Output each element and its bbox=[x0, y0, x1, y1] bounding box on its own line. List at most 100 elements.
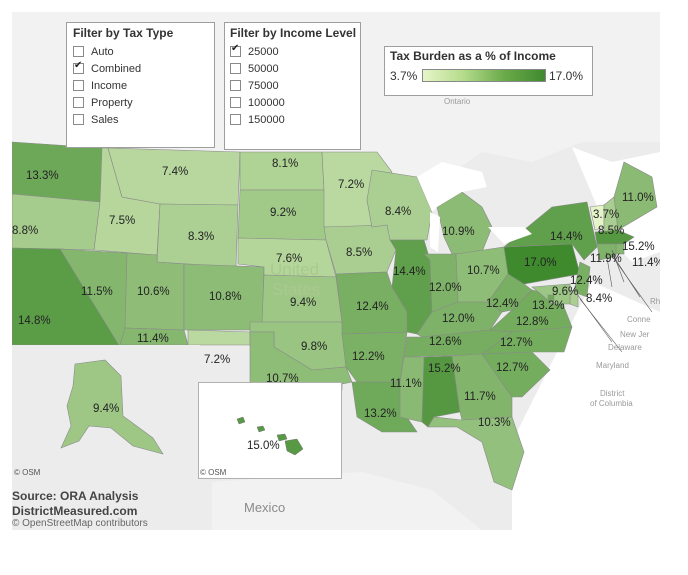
state-or[interactable] bbox=[12, 193, 101, 251]
income-level-checkbox-100000[interactable] bbox=[230, 97, 241, 108]
state-label-oh: 10.7% bbox=[467, 265, 500, 277]
income-level-option-label: 25000 bbox=[248, 45, 279, 58]
legend-max-label: 17.0% bbox=[549, 69, 584, 83]
tax-type-option-income[interactable]: Income bbox=[73, 77, 208, 94]
income-level-checkbox-150000[interactable] bbox=[230, 114, 241, 125]
geo-label-connecticut: Conne bbox=[627, 315, 651, 324]
state-label-la: 13.2% bbox=[364, 408, 397, 420]
hawaii-island-maui[interactable] bbox=[276, 433, 288, 442]
tax-type-option-sales[interactable]: Sales bbox=[73, 111, 208, 128]
income-level-checkbox-50000[interactable] bbox=[230, 63, 241, 74]
state-label-fl: 10.3% bbox=[478, 417, 511, 429]
legend-gradient-bar bbox=[422, 69, 546, 82]
state-label-hi: 15.0% bbox=[247, 440, 280, 452]
income-level-option-25000[interactable]: 25000 bbox=[230, 43, 355, 60]
state-label-il: 14.4% bbox=[393, 266, 426, 278]
income-level-checkbox-75000[interactable] bbox=[230, 80, 241, 91]
geo-label-maryland: Maryland bbox=[596, 361, 629, 370]
geo-label-mexico: Mexico bbox=[244, 500, 285, 515]
state-label-mn: 7.2% bbox=[338, 179, 364, 191]
state-nj[interactable] bbox=[573, 261, 591, 298]
state-me[interactable] bbox=[613, 161, 658, 231]
state-label-mo: 12.4% bbox=[356, 301, 389, 313]
hawaii-island-big[interactable] bbox=[284, 438, 304, 456]
mexico-land bbox=[212, 472, 482, 530]
state-label-de: 8.4% bbox=[586, 293, 612, 305]
state-label-nc: 12.7% bbox=[500, 337, 533, 349]
tax-type-filter: Filter by Tax Type Auto Combined Income Pro… bbox=[66, 22, 215, 148]
state-ct[interactable] bbox=[596, 243, 617, 261]
state-dc[interactable] bbox=[547, 294, 555, 302]
state-label-ak: 9.4% bbox=[93, 403, 119, 415]
tax-type-checkbox-income[interactable] bbox=[73, 80, 84, 91]
state-ms[interactable] bbox=[399, 356, 425, 423]
state-label-ga: 11.7% bbox=[464, 391, 496, 403]
state-label-mt: 7.4% bbox=[162, 166, 188, 178]
state-label-nd: 8.1% bbox=[272, 158, 298, 170]
tax-type-option-label: Combined bbox=[91, 62, 142, 75]
income-level-checkbox-25000[interactable] bbox=[230, 43, 241, 57]
states-layer bbox=[12, 141, 658, 491]
state-label-ma: 15.2% bbox=[622, 241, 655, 253]
color-legend: Tax Burden as a % of Income 3.7% 17.0% bbox=[384, 46, 593, 96]
tax-type-checkbox-property[interactable] bbox=[73, 97, 84, 108]
state-label-wy: 8.3% bbox=[188, 231, 214, 243]
state-label-sd: 9.2% bbox=[270, 207, 296, 219]
tax-type-checkbox-combined[interactable] bbox=[73, 60, 84, 74]
hawaii-island-kauai[interactable] bbox=[236, 416, 246, 425]
state-il[interactable] bbox=[389, 239, 433, 335]
state-label-ny: 14.4% bbox=[550, 231, 583, 243]
state-label-ok: 9.8% bbox=[301, 341, 327, 353]
state-label-nh: 8.5% bbox=[598, 225, 624, 237]
income-level-option-100000[interactable]: 100000 bbox=[230, 94, 355, 111]
tax-type-option-property[interactable]: Property bbox=[73, 94, 208, 111]
tax-type-option-label: Income bbox=[91, 79, 128, 92]
income-level-option-label: 150000 bbox=[248, 113, 285, 126]
ocean-water bbox=[512, 282, 660, 530]
geo-label-new-jersey: New Jer bbox=[620, 330, 650, 339]
state-nm[interactable] bbox=[187, 329, 251, 346]
state-ak[interactable] bbox=[60, 359, 164, 455]
state-label-ca: 14.8% bbox=[18, 315, 51, 327]
geo-label-dc-2: of Columbia bbox=[590, 399, 633, 408]
state-label-ne: 7.6% bbox=[276, 253, 302, 265]
state-label-al: 15.2% bbox=[428, 363, 461, 375]
state-label-mi: 10.9% bbox=[442, 226, 475, 238]
state-label-ia: 8.5% bbox=[346, 247, 372, 259]
state-label-va: 12.8% bbox=[516, 316, 549, 328]
tax-type-option-combined[interactable]: Combined bbox=[73, 60, 208, 77]
state-label-dc: 13.2% bbox=[532, 300, 565, 312]
state-label-or: 8.8% bbox=[12, 225, 38, 237]
alaska-inset[interactable]: 9.4% © OSM bbox=[12, 345, 200, 480]
state-label-ri: 11.4% bbox=[632, 257, 660, 269]
tax-type-option-auto[interactable]: Auto bbox=[73, 43, 208, 60]
income-level-option-label: 50000 bbox=[248, 62, 279, 75]
income-level-option-75000[interactable]: 75000 bbox=[230, 77, 355, 94]
callout-lines bbox=[576, 249, 653, 353]
state-ma[interactable] bbox=[594, 229, 635, 245]
lake-michigan bbox=[430, 212, 440, 252]
state-label-ky: 12.0% bbox=[442, 313, 475, 325]
state-mi[interactable] bbox=[436, 191, 493, 255]
state-label-me: 11.0% bbox=[622, 192, 654, 204]
geo-label-rhode: Rh bbox=[650, 297, 660, 306]
state-ny[interactable] bbox=[503, 201, 598, 261]
state-label-ms: 11.1% bbox=[390, 378, 422, 390]
tax-type-checkbox-sales[interactable] bbox=[73, 114, 84, 125]
hawaii-inset[interactable]: 15.0% © OSM bbox=[198, 382, 342, 479]
tax-type-option-label: Auto bbox=[91, 45, 114, 58]
income-level-filter: Filter by Income Level 25000 50000 75000 10… bbox=[224, 22, 361, 150]
income-level-filter-title: Filter by Income Level bbox=[230, 26, 357, 40]
state-label-nm: 7.2% bbox=[204, 354, 230, 366]
tax-type-checkbox-auto[interactable] bbox=[73, 46, 84, 57]
geo-label-united: United bbox=[270, 260, 319, 279]
source-line-2: DistrictMeasured.com bbox=[12, 504, 138, 518]
income-level-option-label: 100000 bbox=[248, 96, 285, 109]
source-credit: Source: ORA Analysis DistrictMeasured.co… bbox=[12, 489, 138, 519]
income-level-option-150000[interactable]: 150000 bbox=[230, 111, 355, 128]
lake-erie bbox=[488, 227, 532, 244]
hawaii-island-oahu[interactable] bbox=[256, 425, 266, 433]
state-fl[interactable] bbox=[427, 416, 525, 491]
income-level-option-50000[interactable]: 50000 bbox=[230, 60, 355, 77]
state-md[interactable] bbox=[531, 283, 571, 305]
